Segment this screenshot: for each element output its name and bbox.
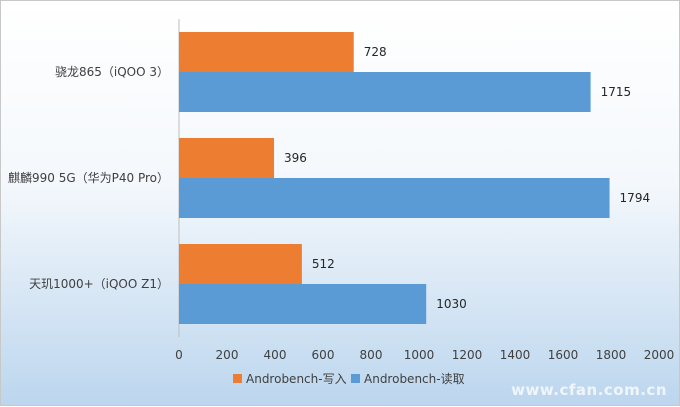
x-tick-label: 800: [360, 348, 383, 362]
x-tick-label: 2000: [644, 348, 675, 362]
legend-swatch: [351, 374, 360, 383]
data-label: 1715: [601, 85, 632, 99]
data-label: 1030: [436, 297, 467, 311]
bar-write: [179, 244, 302, 284]
legend-swatch: [233, 374, 242, 383]
bar-read: [179, 284, 427, 324]
bar-read: [179, 72, 591, 112]
data-label: 728: [364, 45, 387, 59]
category-label: 骁龙865（iQOO 3）: [55, 65, 169, 79]
bar-read: [179, 178, 610, 218]
x-tick-label: 1800: [596, 348, 627, 362]
x-tick-label: 1200: [452, 348, 483, 362]
x-tick-label: 1600: [548, 348, 579, 362]
data-label: 396: [284, 151, 307, 165]
legend-label: Androbench-写入: [246, 372, 347, 386]
data-label: 1794: [620, 191, 651, 205]
category-label: 麒麟990 5G（华为P40 Pro）: [8, 170, 169, 185]
legend-label: Androbench-读取: [364, 372, 465, 386]
x-tick-label: 1000: [404, 348, 435, 362]
x-tick-label: 1400: [500, 348, 531, 362]
watermark: www.cfan.com.cn: [511, 381, 667, 399]
x-tick-label: 200: [216, 348, 239, 362]
x-tick-label: 600: [312, 348, 335, 362]
x-tick-label: 0: [175, 348, 183, 362]
bar-write: [179, 32, 354, 72]
x-tick-label: 400: [264, 348, 287, 362]
category-label: 天玑1000+（iQOO Z1）: [29, 277, 169, 291]
data-label: 512: [312, 257, 335, 271]
bar-write: [179, 138, 275, 178]
